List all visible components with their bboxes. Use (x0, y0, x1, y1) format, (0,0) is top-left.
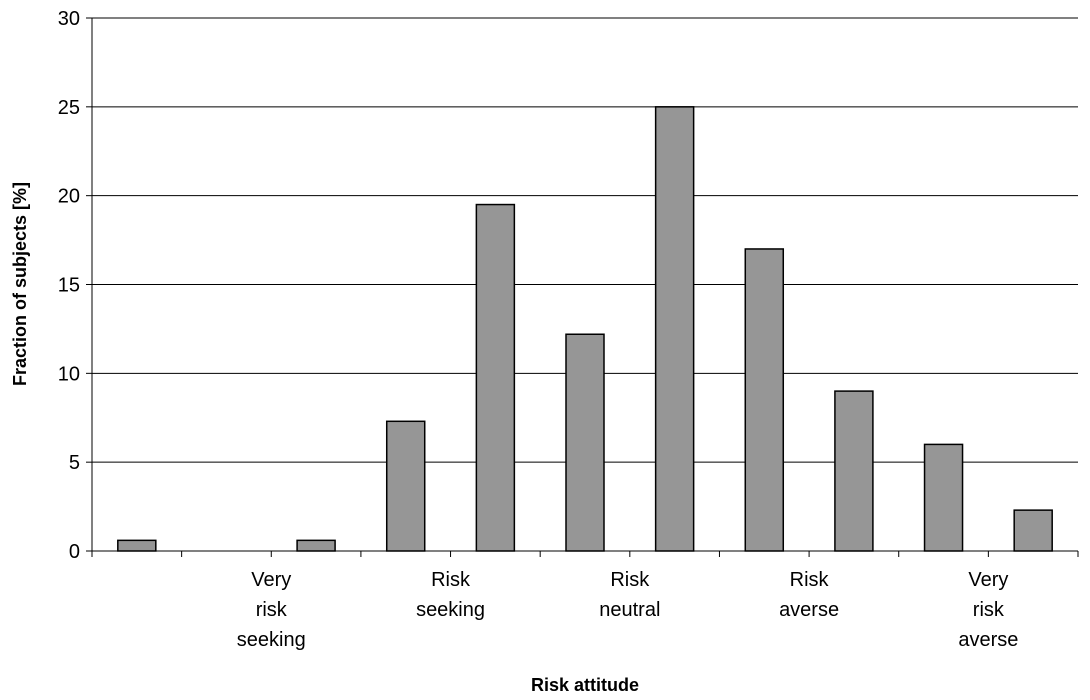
x-category-label-line: Very (251, 569, 291, 591)
x-category-label-line: averse (779, 599, 839, 621)
bar (1013, 509, 1053, 552)
bar (834, 390, 874, 552)
y-tick-label: 0 (69, 541, 80, 563)
bar (385, 420, 426, 552)
x-category-label-line: neutral (599, 599, 660, 621)
x-category-label-line: Risk (431, 569, 471, 591)
x-category-label-line: Risk (790, 569, 830, 591)
x-category-label-line: seeking (237, 629, 306, 651)
x-category-label: Very risk averse (958, 569, 1018, 651)
x-category-label: Risk seeking (416, 569, 485, 621)
x-category-label: Very risk seeking (237, 569, 306, 651)
bar (654, 106, 695, 552)
y-tick-label: 15 (58, 275, 80, 297)
y-tick-label: 30 (58, 8, 80, 30)
bar (744, 248, 785, 552)
x-category-label-line: risk (256, 599, 288, 621)
x-category-label-line: seeking (416, 599, 485, 621)
x-ticks (91, 551, 1079, 557)
x-axis-title: Risk attitude (531, 675, 639, 695)
bar (296, 539, 336, 552)
y-ticks: 0 5 10 15 20 25 30 (58, 8, 92, 563)
gridlines (92, 17, 1078, 463)
x-category-label-line: Risk (610, 569, 650, 591)
bars (117, 106, 1053, 552)
bar (117, 539, 157, 552)
bar (923, 443, 964, 552)
y-axis-title: Fraction of subjects [%] (10, 182, 30, 386)
x-category-label-line: Very (968, 569, 1008, 591)
y-tick-label: 10 (58, 363, 80, 385)
x-category-label: Risk neutral (599, 569, 660, 621)
x-category-label-line: risk (973, 599, 1005, 621)
y-tick-label: 25 (58, 97, 80, 119)
y-tick-label: 20 (58, 186, 80, 208)
y-tick-label: 5 (69, 452, 80, 474)
x-category-label: Risk averse (779, 569, 839, 621)
x-category-label-line: averse (958, 629, 1018, 651)
bar (565, 333, 605, 552)
bar (475, 203, 516, 552)
